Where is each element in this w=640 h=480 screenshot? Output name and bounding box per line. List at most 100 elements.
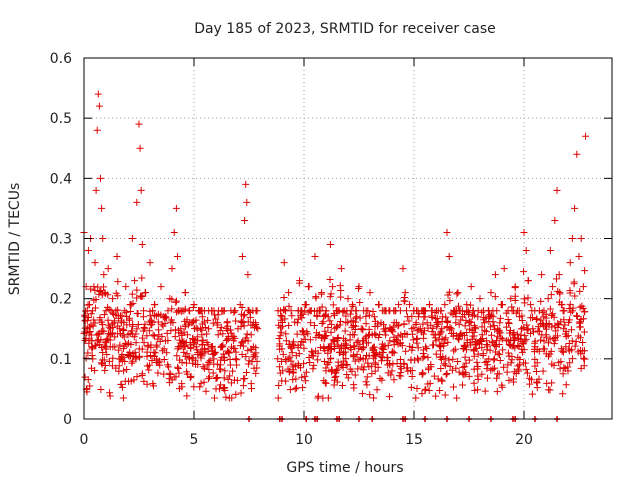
data-point bbox=[403, 307, 411, 315]
data-point bbox=[395, 301, 403, 309]
data-point bbox=[212, 374, 220, 382]
data-point bbox=[382, 307, 390, 315]
data-point bbox=[462, 346, 470, 354]
data-point bbox=[86, 382, 94, 390]
y-tick-label: 0 bbox=[63, 412, 72, 428]
data-point bbox=[366, 289, 374, 297]
data-point bbox=[496, 356, 504, 364]
data-point bbox=[104, 316, 112, 324]
data-point bbox=[453, 307, 461, 315]
data-point bbox=[109, 295, 117, 303]
data-point bbox=[211, 348, 219, 356]
data-point bbox=[460, 311, 468, 319]
data-point bbox=[363, 373, 371, 381]
data-point bbox=[514, 362, 522, 370]
data-point bbox=[505, 352, 513, 360]
data-point bbox=[393, 337, 401, 345]
data-point bbox=[571, 204, 579, 212]
data-point bbox=[145, 366, 153, 374]
data-point bbox=[388, 349, 396, 357]
data-point bbox=[463, 328, 471, 336]
data-point bbox=[238, 303, 246, 311]
data-point bbox=[319, 318, 327, 326]
data-point bbox=[140, 339, 148, 347]
data-point bbox=[126, 301, 134, 309]
data-point bbox=[209, 369, 217, 377]
data-point bbox=[548, 312, 556, 320]
data-point bbox=[420, 346, 428, 354]
data-point bbox=[483, 346, 491, 354]
data-point bbox=[125, 339, 133, 347]
data-point bbox=[329, 301, 337, 309]
data-point bbox=[559, 390, 567, 398]
data-point bbox=[149, 380, 157, 388]
data-point bbox=[349, 302, 357, 310]
data-point bbox=[138, 334, 146, 342]
data-point bbox=[504, 349, 512, 357]
data-point bbox=[320, 312, 328, 320]
data-point bbox=[232, 348, 240, 356]
data-point bbox=[491, 364, 499, 372]
data-point bbox=[279, 322, 287, 330]
data-point bbox=[576, 323, 584, 331]
data-point bbox=[407, 383, 415, 391]
data-point bbox=[208, 307, 216, 315]
data-point bbox=[123, 365, 131, 373]
data-point bbox=[570, 278, 578, 286]
data-point bbox=[344, 295, 352, 303]
data-point bbox=[223, 327, 231, 335]
data-point bbox=[370, 343, 378, 351]
data-point bbox=[384, 341, 392, 349]
data-point bbox=[525, 374, 533, 382]
data-point bbox=[305, 354, 313, 362]
data-point bbox=[388, 367, 396, 375]
data-point bbox=[378, 340, 386, 348]
data-point bbox=[225, 332, 233, 340]
data-point bbox=[248, 358, 256, 366]
data-point bbox=[510, 378, 518, 386]
data-point bbox=[140, 307, 148, 315]
data-point bbox=[204, 316, 212, 324]
data-point bbox=[425, 387, 433, 395]
data-point bbox=[310, 321, 318, 329]
data-point bbox=[232, 355, 240, 363]
data-point bbox=[288, 349, 296, 357]
data-point bbox=[545, 339, 552, 347]
axis-ticks: 0 0.1 0.2 0.3 0.4 0.5 0.6 0 5 10 15 20 bbox=[50, 51, 612, 448]
data-point bbox=[85, 314, 93, 322]
data-point bbox=[199, 363, 207, 371]
data-point bbox=[321, 311, 329, 319]
data-point bbox=[99, 349, 107, 357]
data-point bbox=[334, 362, 342, 370]
data-point bbox=[243, 330, 251, 338]
data-point bbox=[431, 334, 439, 342]
data-point bbox=[146, 307, 154, 315]
x-tick-label: 0 bbox=[80, 432, 89, 448]
data-point bbox=[436, 386, 444, 394]
data-point bbox=[466, 318, 474, 326]
data-points bbox=[80, 90, 590, 402]
data-point bbox=[205, 375, 213, 383]
data-point bbox=[343, 370, 351, 378]
data-point bbox=[562, 333, 570, 341]
data-point bbox=[337, 317, 345, 325]
data-point bbox=[151, 349, 159, 357]
data-point bbox=[215, 385, 223, 393]
data-point bbox=[450, 383, 458, 391]
data-point bbox=[106, 389, 114, 397]
data-point bbox=[201, 324, 209, 332]
data-point bbox=[455, 320, 463, 328]
data-point bbox=[293, 384, 301, 392]
data-point bbox=[510, 337, 518, 345]
data-point bbox=[168, 305, 176, 313]
data-point bbox=[340, 342, 348, 350]
data-point bbox=[565, 305, 573, 313]
data-point bbox=[95, 102, 103, 110]
data-point bbox=[138, 372, 146, 380]
data-point bbox=[392, 335, 400, 343]
data-point bbox=[486, 323, 494, 331]
data-point bbox=[132, 339, 140, 347]
data-point bbox=[467, 341, 475, 349]
data-point bbox=[311, 253, 319, 261]
data-point bbox=[197, 351, 205, 359]
